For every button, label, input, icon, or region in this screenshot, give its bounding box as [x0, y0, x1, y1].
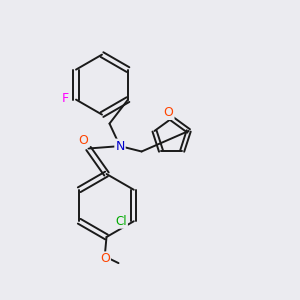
- Text: F: F: [62, 92, 69, 105]
- Text: O: O: [164, 106, 173, 119]
- Text: O: O: [100, 252, 110, 266]
- Text: Cl: Cl: [116, 215, 127, 228]
- Text: N: N: [115, 140, 125, 153]
- Text: O: O: [78, 134, 88, 147]
